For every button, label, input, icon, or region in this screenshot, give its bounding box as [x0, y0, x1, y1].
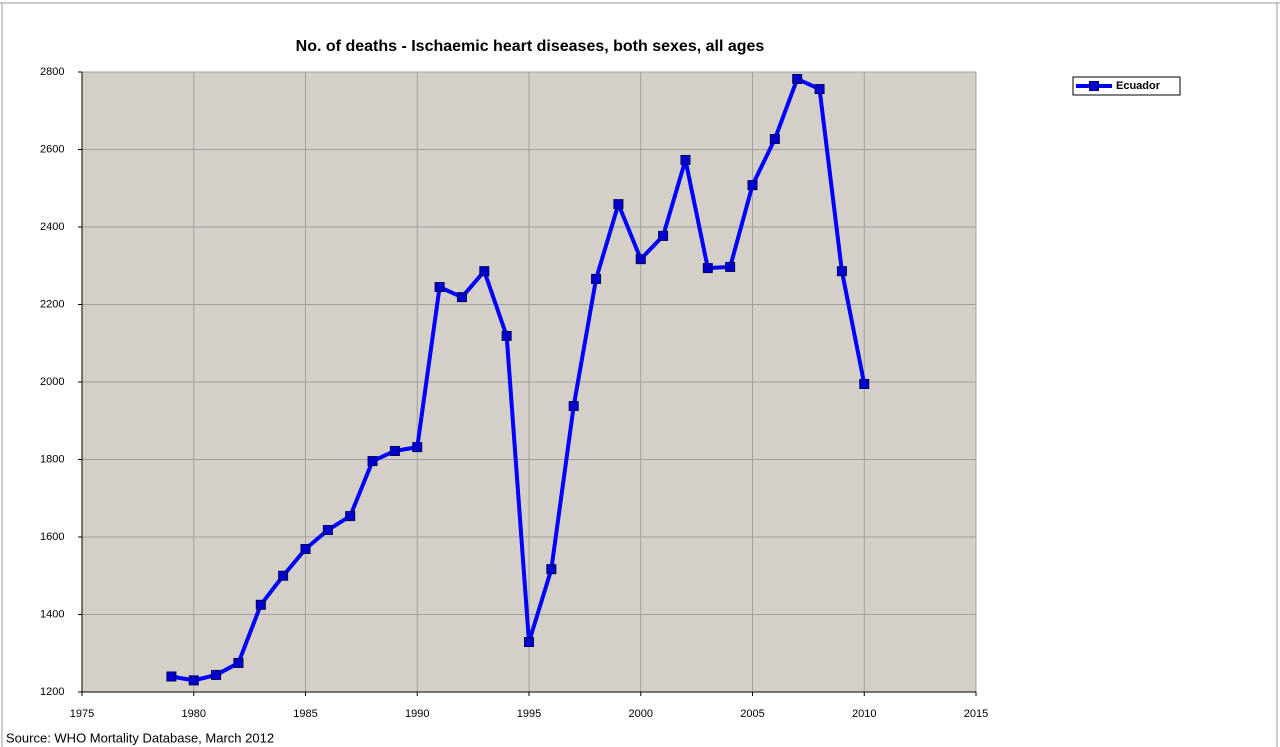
- marker: [300, 544, 311, 555]
- marker: [814, 84, 825, 95]
- x-tick-label: 2000: [629, 708, 653, 720]
- x-tick-label: 2005: [740, 708, 764, 720]
- marker: [591, 273, 602, 284]
- y-tick-label: 2800: [40, 66, 64, 78]
- x-tick-label: 1995: [517, 708, 541, 720]
- marker: [792, 73, 803, 84]
- marker: [658, 230, 669, 241]
- y-tick-label: 2400: [40, 221, 64, 233]
- marker: [434, 282, 445, 293]
- marker: [255, 599, 266, 610]
- marker: [278, 570, 289, 581]
- y-tick-label: 1600: [40, 531, 64, 543]
- marker: [613, 199, 624, 210]
- marker: [188, 675, 199, 686]
- x-tick-label: 1990: [405, 708, 429, 720]
- marker: [389, 445, 400, 456]
- marker: [345, 511, 356, 522]
- marker: [233, 657, 244, 668]
- marker: [322, 525, 333, 536]
- x-tick-label: 2010: [852, 708, 876, 720]
- marker: [702, 263, 713, 274]
- marker: [836, 266, 847, 277]
- marker: [501, 330, 512, 341]
- x-tick-label: 1980: [182, 708, 206, 720]
- legend-text: Ecuador: [1116, 80, 1161, 92]
- marker: [166, 671, 177, 682]
- marker: [479, 266, 490, 277]
- y-tick-label: 2000: [40, 376, 64, 388]
- y-tick-label: 2200: [40, 298, 64, 310]
- marker: [769, 134, 780, 145]
- marker: [524, 637, 534, 648]
- legend-box: [1072, 76, 1181, 96]
- y-tick-label: 1200: [40, 686, 64, 698]
- y-tick-label: 1400: [40, 608, 64, 620]
- x-tick-label: 1975: [70, 708, 94, 720]
- y-tick-label: 1800: [40, 453, 64, 465]
- marker: [859, 378, 870, 389]
- chart-title: No. of deaths - Ischaemic heart diseases…: [296, 38, 765, 55]
- marker: [546, 564, 557, 575]
- marker: [725, 261, 736, 272]
- marker: [568, 401, 579, 412]
- marker: [680, 154, 691, 165]
- marker: [367, 456, 378, 467]
- marker: [456, 292, 467, 303]
- legend-marker: [1089, 81, 1099, 91]
- marker: [412, 442, 423, 453]
- x-tick-label: 1985: [293, 708, 317, 720]
- marker: [747, 180, 758, 191]
- marker: [635, 254, 646, 265]
- y-tick-label: 2600: [40, 143, 64, 155]
- x-tick-label: 2015: [964, 708, 988, 720]
- source: Source: WHO Mortality Database, March 20…: [6, 730, 274, 745]
- marker: [211, 669, 222, 680]
